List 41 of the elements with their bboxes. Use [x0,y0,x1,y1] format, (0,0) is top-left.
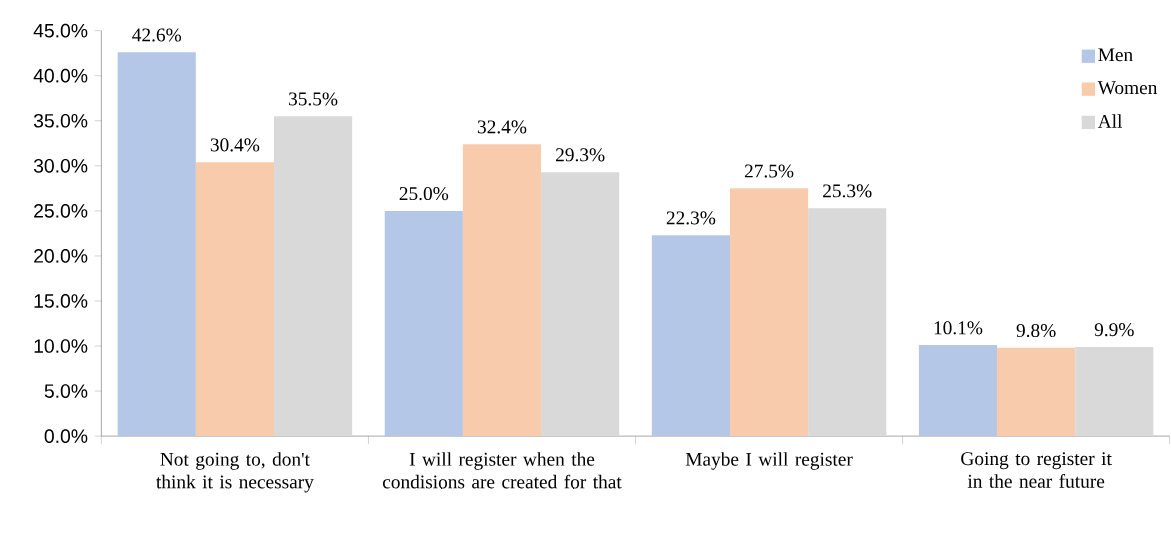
x-tick-label: I will register when the condisions are created for that [382,451,622,489]
y-tick-label: 5.0% [44,383,88,398]
y-tick-label: 20.0% [34,248,88,263]
legend-label: Men [1098,48,1133,62]
bar [384,210,463,436]
x-tick-label: Maybe I will register [685,451,853,470]
y-tick-label: 40.0% [33,68,88,83]
bar [729,188,809,436]
data-label: 32.4% [477,120,527,134]
y-tick-label: 25.0% [34,203,88,218]
bar [808,207,887,436]
data-label: 25.3% [823,184,872,198]
bar [117,52,196,436]
data-label: 35.5% [289,92,338,106]
bar [195,161,274,436]
bar [651,234,730,436]
bar [1075,346,1154,436]
x-tick-label: Not going to, don't think it is necessary [156,451,314,493]
data-label: 22.3% [666,211,716,225]
x-tick-label: Going to register it in the near future [961,451,1112,488]
data-label: 9.9% [1094,322,1134,336]
y-tick-label: 0.0% [44,429,88,443]
y-tick-label: 45.0% [33,23,88,38]
data-label: 27.5% [744,164,794,178]
bar [541,171,620,436]
bar [997,347,1076,436]
legend-label: All [1097,114,1123,128]
data-label: 42.6% [132,28,182,42]
y-tick-label: 35.0% [33,113,88,128]
y-tick-label: 15.0% [34,293,88,308]
data-label: 30.4% [210,138,260,152]
data-label: 10.1% [934,321,983,335]
data-label: 25.0% [399,186,449,200]
y-tick-label: 30.0% [33,158,88,173]
bar [462,143,542,436]
data-label: 29.3% [556,148,605,162]
bar [273,116,353,436]
data-label: 9.8% [1016,323,1056,337]
legend-label: Women [1097,81,1158,95]
y-tick-label: 10.0% [34,338,88,353]
bar [918,344,998,436]
